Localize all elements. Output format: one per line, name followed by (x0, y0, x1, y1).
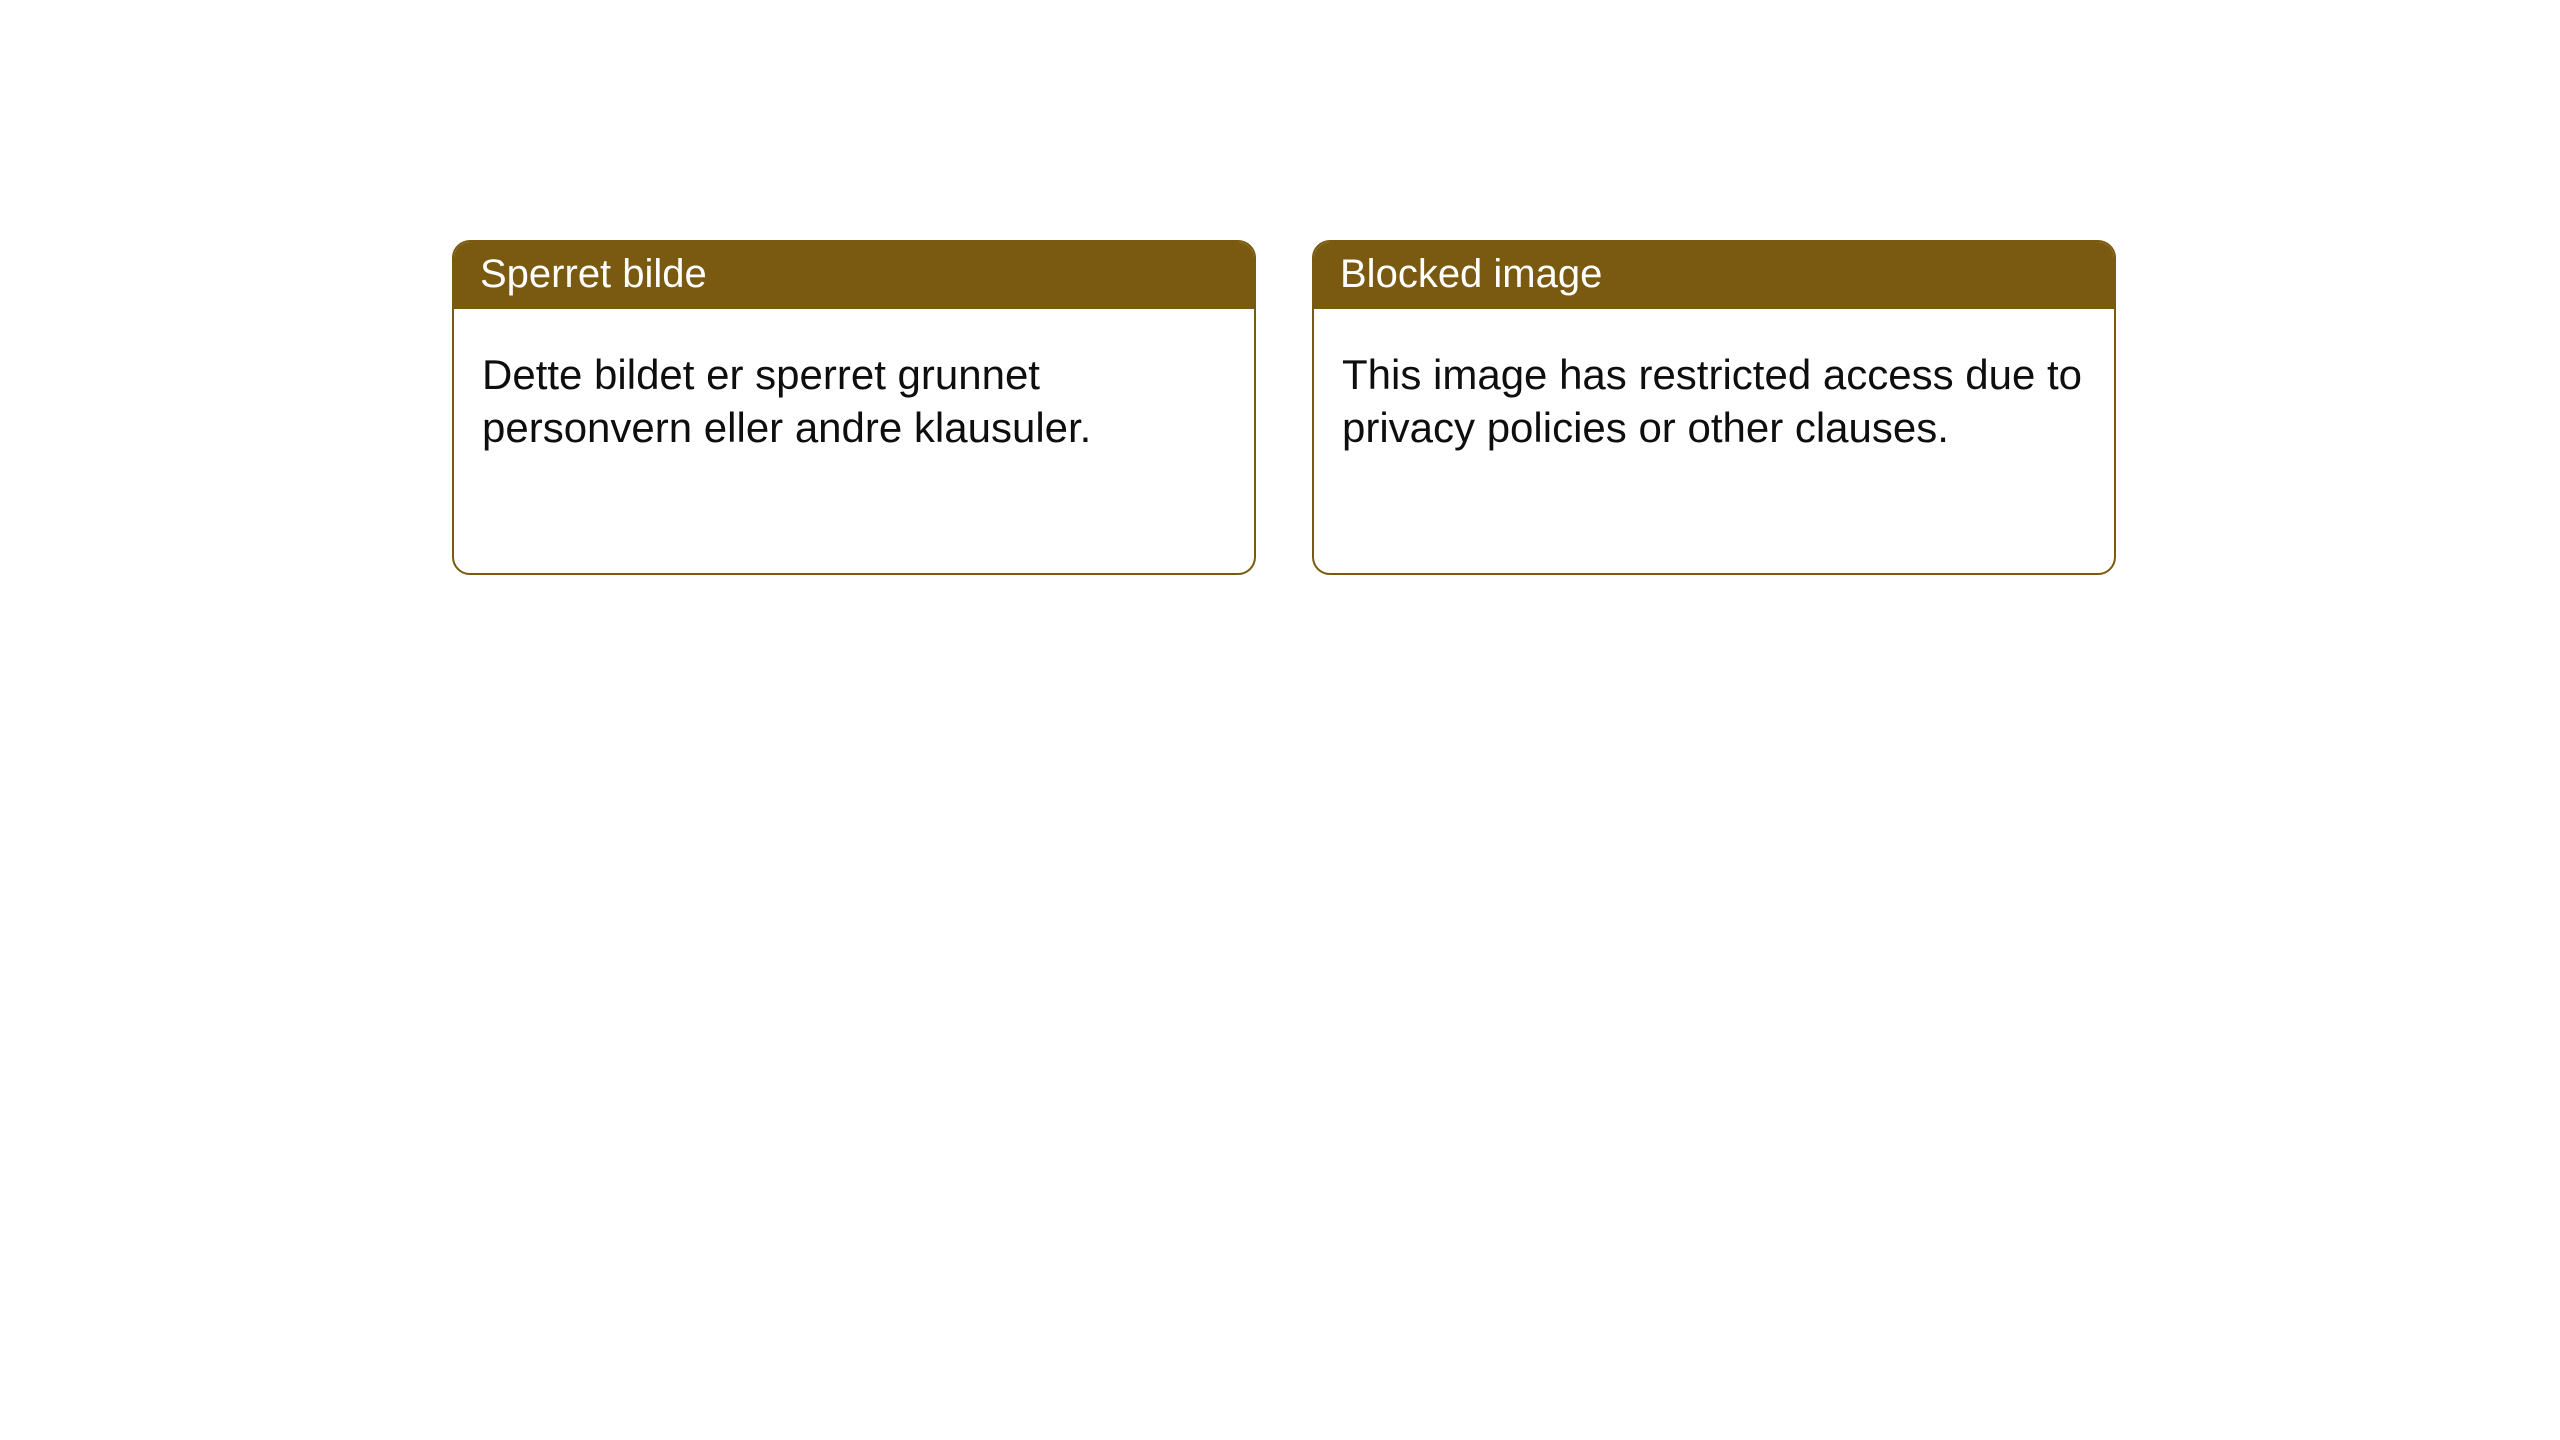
blocked-image-card-en: Blocked image This image has restricted … (1312, 240, 2116, 575)
card-header-en: Blocked image (1314, 242, 2114, 309)
blocked-image-card-nb: Sperret bilde Dette bildet er sperret gr… (452, 240, 1256, 575)
card-body-nb: Dette bildet er sperret grunnet personve… (454, 309, 1254, 494)
card-body-en: This image has restricted access due to … (1314, 309, 2114, 494)
notice-container: Sperret bilde Dette bildet er sperret gr… (0, 0, 2560, 575)
card-header-nb: Sperret bilde (454, 242, 1254, 309)
